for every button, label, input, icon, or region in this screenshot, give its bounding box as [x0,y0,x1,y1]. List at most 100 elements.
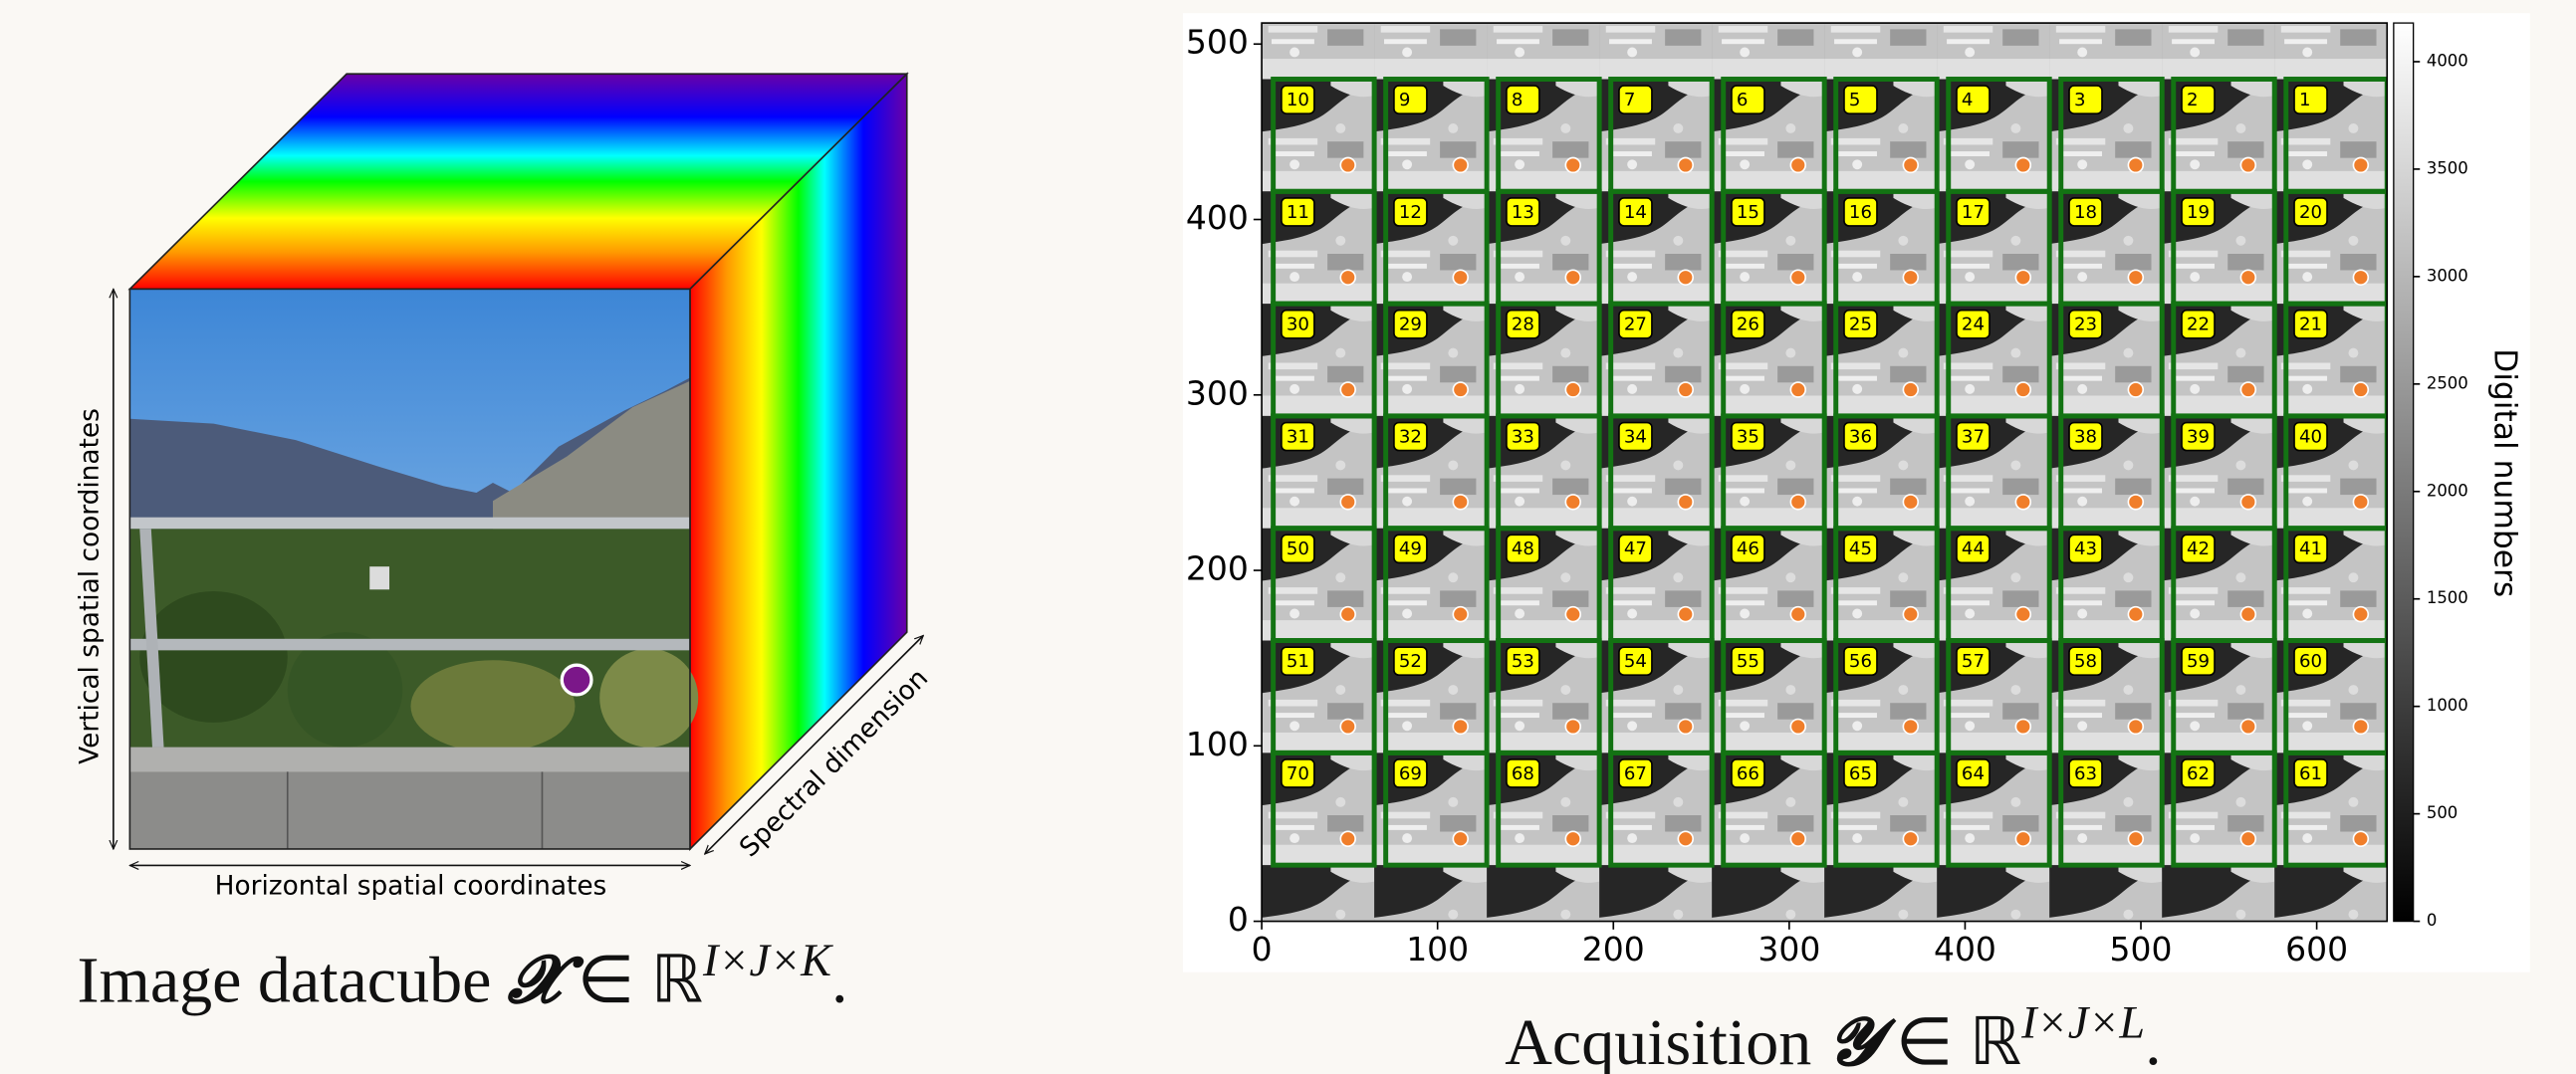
x-tick-label: 600 [2285,930,2348,968]
tile-label: 5 [1849,90,1861,110]
colorbar [2394,23,2414,921]
tile-marker [1565,607,1580,622]
tile-marker [2240,720,2255,735]
colorbar-tick-label: 1500 [2427,588,2468,607]
datacube: Vertical spatial coordinates Horizontal … [75,74,934,1016]
y-tick-label: 100 [1186,725,1249,763]
tile-label: 4 [1962,90,1974,110]
tile-label: 68 [1512,763,1534,784]
vertical-axis-label: Vertical spatial coordinates [75,408,105,764]
tile-marker [1453,720,1468,735]
x-tick-label: 100 [1406,930,1469,968]
x-tick-label: 0 [1252,930,1273,968]
tile-label: 58 [2074,651,2097,672]
photo [129,289,698,849]
tile-marker [1453,270,1468,285]
tile-label: 35 [1737,426,1759,447]
tile-label: 63 [2074,763,2097,784]
tile-marker [1790,720,1805,735]
x-tick-label: 400 [1934,930,1996,968]
colorbar-tick-label: 500 [2427,803,2458,822]
tile-label: 26 [1737,315,1759,335]
y-tick-label: 500 [1186,23,1249,62]
tile-label: 36 [1849,426,1872,447]
x-tick-label: 300 [1757,930,1820,968]
tile-label: 59 [2187,651,2210,672]
tile-marker [2240,607,2255,622]
tile-marker [2128,157,2143,172]
tile-marker [1565,382,1580,397]
colorbar-tick-label: 1000 [2427,696,2468,715]
tile-label: 10 [1287,90,1309,110]
tile-label: 24 [1962,315,1985,335]
tile-label: 49 [1399,538,1422,559]
tile-marker [2128,495,2143,510]
tile-marker [2128,270,2143,285]
tile-label: 52 [1399,651,1422,672]
tile-marker [1340,720,1355,735]
tile-label: 1 [2299,90,2311,110]
tile-label: 42 [2187,538,2210,559]
caption-space: ℝ [651,944,703,1016]
tile-label: 54 [1624,651,1647,672]
colorbar-tick-label: 3000 [2427,266,2468,285]
tile-marker [1790,157,1805,172]
caption-relation: ∈ [1896,1006,1953,1074]
colorbar-tick-label: 0 [2427,911,2438,930]
tile-label: 22 [2187,315,2210,335]
caption-end: . [2145,1006,2162,1074]
tile-marker [2353,157,2368,172]
tile-label: 31 [1287,426,1309,447]
tile-label: 21 [2299,315,2322,335]
tile-marker [2128,831,2143,846]
tile-label: 56 [1849,651,1872,672]
colorbar-tick-label: 2000 [2427,481,2468,500]
tile-marker [2353,270,2368,285]
tile-marker [1678,157,1693,172]
caption-symbol: 𝓨 [1828,1006,1897,1074]
tile-marker [1565,157,1580,172]
tile-marker [2240,270,2255,285]
pixel-marker [562,665,591,695]
tile-marker [2015,607,2030,622]
x-tick-label: 200 [1582,930,1645,968]
tile-marker [1678,495,1693,510]
tile-marker [1340,607,1355,622]
tile-marker [1678,831,1693,846]
tile-marker [1565,270,1580,285]
horizontal-axis-label: Horizontal spatial coordinates [215,871,607,901]
y-tick-label: 400 [1186,198,1249,237]
tile-label: 9 [1399,90,1411,110]
tile-marker [2128,607,2143,622]
tile-marker [1903,495,1918,510]
tile-label: 65 [1849,763,1872,784]
tile-marker [2015,270,2030,285]
tile-marker [1903,382,1918,397]
tile-label: 38 [2074,426,2097,447]
tile-marker [2353,382,2368,397]
tile-marker [1678,270,1693,285]
figure: Vertical spatial coordinates Horizontal … [0,0,2576,1074]
tile-marker [1903,720,1918,735]
tile-marker [1565,831,1580,846]
acquisition-plot: 1098765432111121314151617181920302928272… [1186,0,2387,977]
tile-label: 47 [1624,538,1647,559]
tile-marker [1453,157,1468,172]
tile-marker [1678,720,1693,735]
caption-exponent: I×J×L [2020,997,2145,1048]
tile-marker [2128,382,2143,397]
tile-label: 60 [2299,651,2322,672]
tile-marker [2015,720,2030,735]
tile-marker [1340,495,1355,510]
tile-label: 40 [2299,426,2322,447]
tile-label: 18 [2074,202,2097,223]
y-tick-label: 0 [1228,900,1249,939]
tile-label: 66 [1737,763,1759,784]
tile-label: 14 [1624,202,1647,223]
tile-marker [2353,495,2368,510]
tile-label: 69 [1399,763,1422,784]
tile-marker [1340,831,1355,846]
tile-marker [1790,831,1805,846]
tile-label: 61 [2299,763,2322,784]
tile-label: 28 [1512,315,1534,335]
